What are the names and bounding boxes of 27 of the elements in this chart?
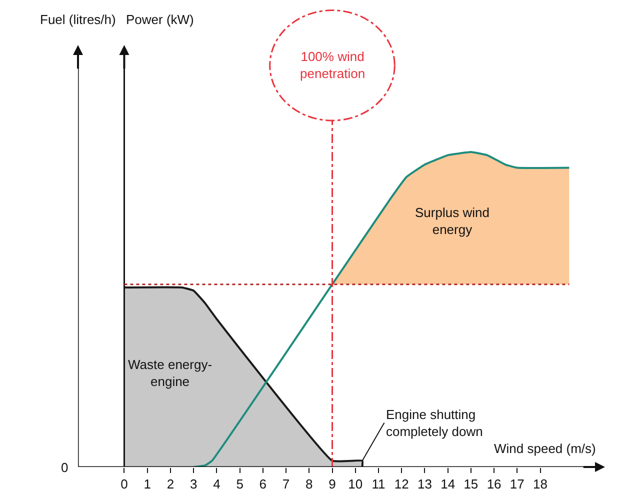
text: Power (kW)	[126, 12, 194, 27]
x-tick-label: 1	[144, 476, 151, 492]
x-tick-label: 18	[533, 476, 548, 492]
x-tick-label: 2	[166, 476, 174, 492]
text: Fuel (litres/h)	[40, 12, 116, 27]
ref-line-label: 100% wind penetration	[300, 49, 366, 81]
x-tick-label: 0	[120, 476, 128, 492]
x-tick-label: 10	[348, 476, 363, 492]
x-tick-label: 3	[190, 476, 198, 492]
annotation: Waste energy- engine	[128, 357, 212, 389]
x-tick-label: 14	[440, 476, 456, 492]
x-tick-label: 8	[306, 476, 313, 492]
x-tick-label: 15	[464, 476, 478, 492]
annotation: Surplus wind energy	[415, 205, 490, 237]
x-axis-title: Wind speed (m/s)	[494, 441, 596, 456]
x-tick-label: 11	[372, 476, 386, 492]
x-tick-label: 16	[486, 476, 502, 492]
annotation: Engine shutting completely down	[386, 407, 483, 439]
text: 0	[61, 460, 68, 475]
x-tick-label: 7	[282, 476, 290, 492]
x-tick-label: 5	[236, 476, 244, 492]
x-tick-label: 6	[259, 476, 267, 492]
x-tick-label: 9	[328, 476, 336, 492]
x-tick-label: 13	[417, 476, 432, 492]
x-tick-label: 4	[213, 476, 220, 492]
x-tick-label: 12	[394, 476, 409, 492]
x-tick-label: 17	[510, 476, 524, 492]
